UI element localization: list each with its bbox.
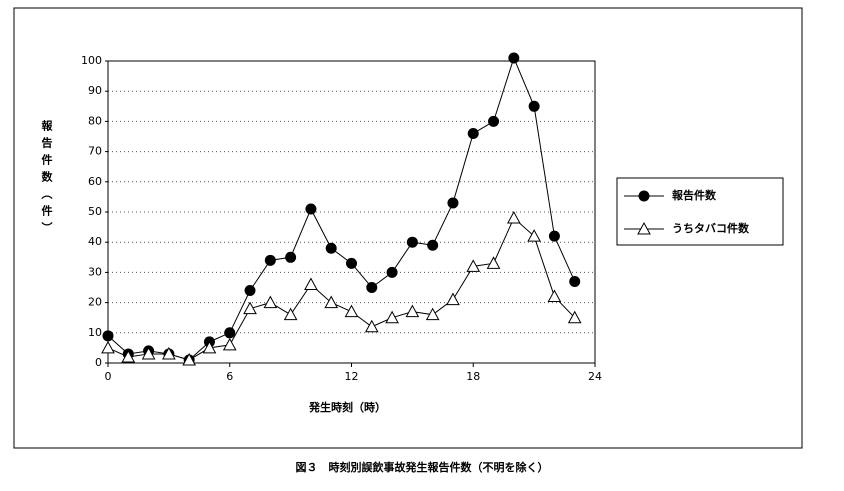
- data-point: [283, 307, 298, 321]
- data-point: [324, 295, 339, 309]
- data-point: [304, 277, 318, 290]
- data-point: [101, 340, 115, 354]
- plot-area: [107, 60, 596, 364]
- data-point: [364, 319, 379, 333]
- x-tick-label: 0: [105, 370, 112, 383]
- y-axis-label: 報告件数（件）: [40, 119, 54, 239]
- x-tick-label: 6: [226, 370, 233, 383]
- data-point: [264, 254, 276, 266]
- legend-marker: [637, 221, 651, 235]
- data-point: [305, 203, 317, 215]
- y-tick-label: 90: [88, 84, 102, 97]
- data-point: [486, 256, 501, 269]
- data-point: [446, 292, 460, 306]
- data-point: [182, 352, 197, 366]
- y-tick-label: 10: [88, 326, 102, 339]
- chart-title: 図３ 時刻別誤飲事故発生報告件数（不明を除く）: [296, 460, 549, 474]
- data-point: [547, 289, 562, 303]
- data-point: [121, 349, 136, 363]
- data-point: [528, 100, 540, 112]
- data-point: [202, 340, 217, 354]
- data-point: [224, 327, 236, 339]
- y-tick-label: 70: [88, 145, 102, 158]
- data-point: [102, 330, 114, 342]
- y-tick-label: 20: [88, 296, 102, 309]
- legend-box: [616, 177, 784, 246]
- x-axis-label: 発生時刻（時）: [308, 400, 386, 414]
- data-point: [344, 304, 359, 318]
- y-tick-label: 50: [88, 205, 102, 218]
- legend-label: うちタバコ件数: [672, 221, 750, 235]
- data-point: [527, 229, 541, 242]
- legend-marker: [638, 190, 650, 202]
- y-tick-label: 30: [88, 265, 102, 278]
- data-point: [243, 301, 257, 315]
- x-tick-label: 18: [466, 370, 480, 383]
- legend-label: 報告件数: [672, 188, 717, 202]
- data-point: [427, 239, 439, 251]
- y-tick-label: 60: [88, 175, 102, 188]
- data-point: [466, 259, 481, 272]
- data-point: [447, 197, 459, 209]
- data-point: [406, 236, 418, 248]
- x-tick-label: 12: [345, 370, 359, 383]
- data-point: [467, 127, 479, 139]
- series-line: [107, 217, 576, 361]
- data-point: [244, 285, 256, 297]
- data-point: [548, 230, 560, 242]
- data-point: [222, 337, 237, 351]
- data-point: [405, 304, 420, 318]
- y-tick-label: 80: [88, 114, 102, 127]
- y-tick-label: 0: [95, 356, 102, 369]
- data-point: [366, 282, 378, 293]
- data-point: [385, 310, 399, 324]
- y-tick-label: 40: [88, 235, 102, 248]
- frame: [13, 7, 803, 449]
- data-point: [325, 242, 337, 254]
- data-point: [567, 310, 582, 324]
- data-point: [508, 52, 520, 64]
- x-tick-label: 24: [588, 370, 602, 383]
- data-point: [162, 346, 176, 360]
- series-line: [107, 56, 576, 361]
- y-tick-label: 100: [81, 54, 102, 67]
- data-point: [488, 115, 500, 127]
- data-point: [263, 295, 278, 309]
- data-point: [141, 346, 156, 360]
- data-point: [506, 210, 521, 224]
- data-point: [569, 275, 581, 287]
- data-point: [425, 307, 440, 321]
- data-point: [285, 251, 297, 263]
- data-point: [386, 266, 398, 278]
- data-point: [346, 257, 357, 269]
